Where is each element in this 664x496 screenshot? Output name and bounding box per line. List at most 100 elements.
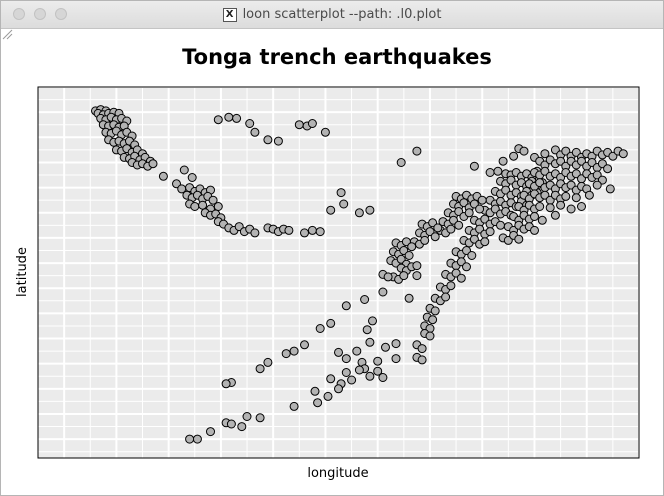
data-point[interactable]	[464, 208, 474, 218]
data-point[interactable]	[341, 368, 351, 377]
data-point[interactable]	[263, 135, 273, 145]
data-point[interactable]	[412, 146, 422, 156]
data-point[interactable]	[454, 220, 464, 230]
data-point[interactable]	[320, 127, 330, 137]
data-point[interactable]	[281, 349, 291, 359]
data-point[interactable]	[540, 149, 550, 159]
data-point[interactable]	[326, 205, 336, 215]
data-point[interactable]	[206, 427, 215, 437]
data-point[interactable]	[289, 346, 299, 356]
data-point[interactable]	[226, 419, 236, 429]
data-point[interactable]	[232, 113, 242, 123]
data-point[interactable]	[158, 171, 168, 181]
data-point[interactable]	[592, 180, 602, 190]
data-point[interactable]	[556, 200, 566, 210]
data-point[interactable]	[417, 355, 427, 365]
scatterplot-canvas[interactable]: Tonga trench earthquakes longitude latit…	[1, 28, 663, 495]
data-point[interactable]	[404, 251, 414, 260]
data-point[interactable]	[354, 208, 364, 218]
zoom-window-button[interactable]	[55, 8, 67, 20]
data-point[interactable]	[381, 342, 390, 352]
data-point[interactable]	[441, 292, 451, 302]
data-points[interactable]	[91, 105, 628, 444]
data-point[interactable]	[307, 225, 317, 235]
data-point[interactable]	[550, 210, 560, 220]
close-window-button[interactable]	[13, 8, 25, 20]
data-point[interactable]	[352, 346, 362, 356]
data-point[interactable]	[300, 340, 309, 350]
data-point[interactable]	[245, 119, 255, 128]
data-point[interactable]	[294, 120, 304, 130]
data-point[interactable]	[255, 413, 265, 423]
data-point[interactable]	[185, 434, 195, 444]
data-point[interactable]	[198, 200, 208, 210]
data-point[interactable]	[307, 119, 317, 128]
data-point[interactable]	[383, 272, 393, 282]
data-point[interactable]	[378, 287, 388, 297]
data-point[interactable]	[300, 228, 309, 238]
data-point[interactable]	[420, 235, 430, 245]
data-point[interactable]	[537, 215, 547, 225]
data-point[interactable]	[360, 295, 370, 304]
title-bar[interactable]: X loon scatterplot --path: .l0.plot	[1, 1, 663, 29]
data-point[interactable]	[221, 379, 231, 389]
data-point[interactable]	[310, 386, 320, 396]
data-point[interactable]	[584, 190, 594, 200]
data-point[interactable]	[603, 164, 613, 174]
data-point[interactable]	[475, 204, 485, 214]
data-point[interactable]	[315, 324, 325, 333]
data-point[interactable]	[378, 373, 388, 382]
data-point[interactable]	[462, 262, 471, 272]
data-point[interactable]	[566, 204, 576, 214]
data-point[interactable]	[477, 195, 487, 205]
data-point[interactable]	[605, 184, 615, 194]
data-point[interactable]	[373, 356, 383, 366]
data-point[interactable]	[255, 364, 265, 374]
data-point[interactable]	[425, 331, 435, 341]
data-point[interactable]	[412, 271, 422, 281]
data-point[interactable]	[315, 227, 325, 237]
data-point[interactable]	[514, 234, 524, 244]
data-point[interactable]	[433, 223, 443, 233]
data-point[interactable]	[334, 347, 343, 357]
data-point[interactable]	[399, 271, 409, 281]
data-point[interactable]	[242, 412, 252, 421]
data-point[interactable]	[365, 337, 375, 347]
data-point[interactable]	[509, 151, 519, 161]
data-point[interactable]	[237, 422, 247, 432]
data-point[interactable]	[430, 232, 440, 242]
data-point[interactable]	[428, 315, 438, 325]
data-point[interactable]	[519, 146, 529, 156]
data-point[interactable]	[496, 220, 505, 230]
data-point[interactable]	[336, 188, 346, 198]
data-point[interactable]	[577, 202, 586, 211]
data-point[interactable]	[213, 115, 223, 125]
data-point[interactable]	[530, 212, 539, 221]
data-point[interactable]	[417, 344, 427, 354]
data-point[interactable]	[263, 357, 273, 367]
data-point[interactable]	[334, 384, 343, 394]
data-point[interactable]	[561, 191, 571, 201]
data-point[interactable]	[192, 434, 202, 444]
data-point[interactable]	[213, 202, 223, 211]
data-point[interactable]	[485, 168, 495, 177]
data-point[interactable]	[368, 316, 377, 326]
data-point[interactable]	[179, 165, 189, 175]
data-point[interactable]	[485, 227, 495, 237]
data-point[interactable]	[362, 325, 372, 335]
data-point[interactable]	[224, 112, 234, 122]
data-point[interactable]	[396, 158, 406, 167]
data-point[interactable]	[326, 318, 336, 328]
data-point[interactable]	[493, 166, 503, 176]
data-point[interactable]	[354, 365, 364, 375]
data-point[interactable]	[250, 228, 260, 238]
data-point[interactable]	[430, 306, 440, 316]
data-point[interactable]	[480, 237, 490, 247]
data-point[interactable]	[469, 161, 479, 171]
resize-grip-icon[interactable]	[1, 28, 13, 40]
data-point[interactable]	[341, 354, 351, 364]
data-point[interactable]	[501, 185, 511, 195]
data-point[interactable]	[545, 203, 555, 213]
data-point[interactable]	[339, 199, 349, 209]
data-point[interactable]	[323, 391, 333, 401]
